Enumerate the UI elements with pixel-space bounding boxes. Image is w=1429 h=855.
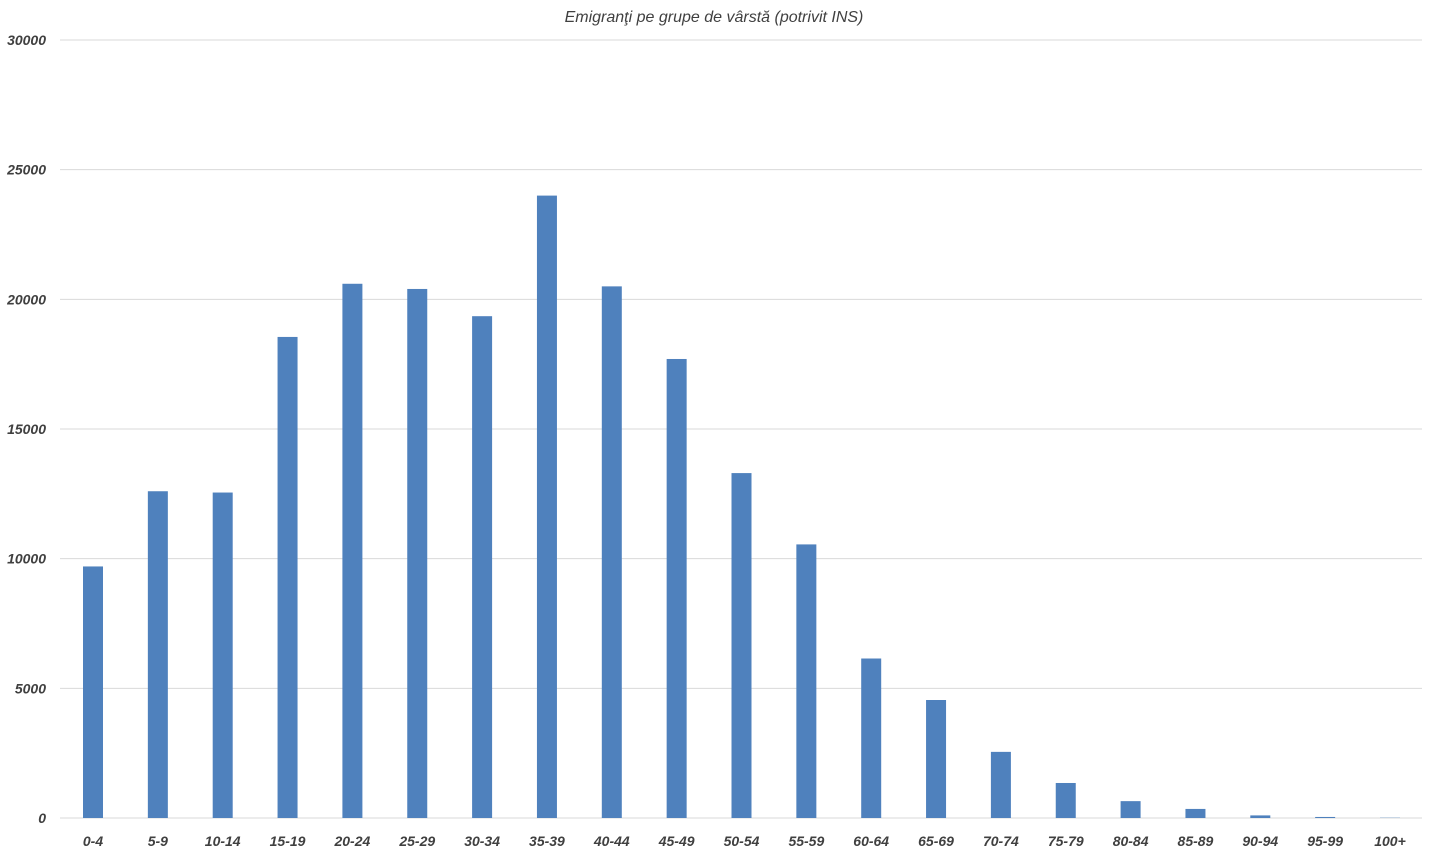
bars — [83, 195, 1400, 819]
x-tick-label: 80-84 — [1113, 833, 1149, 849]
bar-90-94 — [1250, 815, 1271, 818]
x-tick-label: 25-29 — [398, 833, 435, 849]
bar-20-24 — [342, 283, 363, 819]
y-tick-label: 0 — [38, 810, 46, 826]
x-tick-label: 70-74 — [983, 833, 1019, 849]
bar-40-44 — [601, 286, 622, 818]
bar-25-29 — [407, 288, 428, 819]
x-tick-label: 30-34 — [464, 833, 500, 849]
x-tick-label: 75-79 — [1048, 833, 1084, 849]
chart-title: Emigranţi pe grupe de vârstă (potrivit I… — [565, 9, 864, 26]
x-tick-label: 90-94 — [1242, 833, 1278, 849]
x-tick-label: 20-24 — [333, 833, 370, 849]
x-tick-label: 60-64 — [853, 833, 889, 849]
x-tick-label: 10-14 — [205, 833, 241, 849]
y-tick-label: 15000 — [7, 421, 46, 437]
bar-70-74 — [990, 751, 1011, 818]
y-tick-label: 5000 — [15, 680, 46, 696]
bar-60-64 — [861, 658, 882, 818]
bar-95-99 — [1315, 816, 1336, 818]
x-tick-label: 95-99 — [1307, 833, 1343, 849]
y-tick-label: 10000 — [7, 551, 46, 567]
bar-65-69 — [926, 700, 947, 818]
x-tick-label: 15-19 — [270, 833, 306, 849]
y-tick-label: 20000 — [6, 291, 46, 307]
x-tick-label: 65-69 — [918, 833, 954, 849]
y-axis-tick-labels: 0 5000 10000 15000 20000 25000 30000 — [6, 32, 46, 826]
y-tick-label: 25000 — [6, 162, 46, 178]
x-tick-label: 40-44 — [593, 833, 630, 849]
x-tick-label: 55-59 — [788, 833, 824, 849]
x-tick-label: 100+ — [1374, 833, 1406, 849]
bar-50-54 — [731, 473, 752, 818]
bar-10-14 — [212, 492, 233, 818]
bar-45-49 — [666, 358, 687, 818]
bar-80-84 — [1120, 801, 1141, 818]
x-axis-tick-labels: 0-4 5-9 10-14 15-19 20-24 25-29 30-34 35-39 40-4… — [83, 833, 1406, 849]
x-tick-label: 45-49 — [658, 833, 695, 849]
bar-75-79 — [1055, 782, 1076, 818]
x-tick-label: 5-9 — [148, 833, 168, 849]
x-tick-label: 0-4 — [83, 833, 103, 849]
bar-30-34 — [472, 316, 493, 818]
bar-55-59 — [796, 544, 817, 818]
bar-85-89 — [1185, 808, 1206, 818]
bar-5-9 — [147, 491, 168, 818]
bar-0-4 — [83, 566, 103, 818]
bar-35-39 — [536, 195, 557, 819]
x-tick-label: 50-54 — [724, 833, 760, 849]
x-tick-label: 85-89 — [1178, 833, 1214, 849]
y-tick-label: 30000 — [7, 32, 46, 48]
x-tick-label: 35-39 — [529, 833, 565, 849]
bar-15-19 — [277, 336, 298, 818]
